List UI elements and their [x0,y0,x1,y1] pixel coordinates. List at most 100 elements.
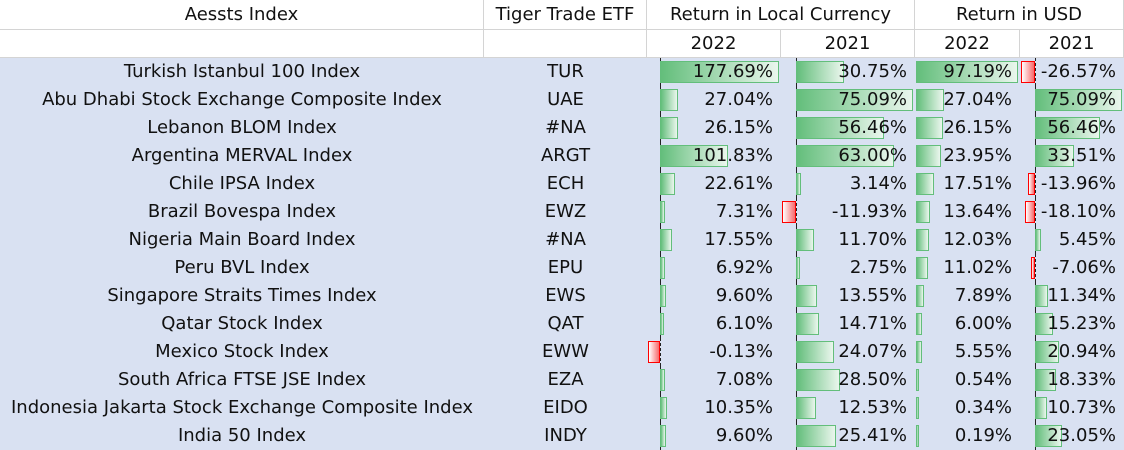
return-usd-2021-cell[interactable]: -7.06% [1020,254,1124,282]
return-local-2021-cell[interactable]: 2.75% [781,254,915,282]
return-usd-2021-cell[interactable]: 11.34% [1020,282,1124,310]
asset-index-cell[interactable]: Peru BVL Index [0,254,484,282]
return-usd-2021-cell[interactable]: 23.05% [1020,422,1124,450]
return-usd-2022-cell[interactable]: 11.02% [915,254,1020,282]
return-usd-2022-cell[interactable]: 12.03% [915,226,1020,254]
return-usd-2022-cell[interactable]: 0.19% [915,422,1020,450]
asset-index-cell[interactable]: Mexico Stock Index [0,338,484,366]
etf-ticker-cell[interactable]: #NA [484,226,647,254]
return-usd-2022-cell[interactable]: 7.89% [915,282,1020,310]
return-usd-2021-cell[interactable]: 75.09% [1020,86,1124,114]
header-asset-index[interactable]: Aessts Index [0,0,484,30]
return-usd-2021-cell[interactable]: 20.94% [1020,338,1124,366]
return-local-2022-cell[interactable]: -0.13% [647,338,781,366]
positive-data-bar [660,145,729,167]
header-blank-etf[interactable] [484,30,647,58]
header-local-2022[interactable]: 2022 [647,30,781,58]
etf-ticker-cell[interactable]: ECH [484,170,647,198]
return-usd-2022-cell[interactable]: 17.51% [915,170,1020,198]
return-usd-2022-cell[interactable]: 27.04% [915,86,1020,114]
return-usd-2021-cell[interactable]: 15.23% [1020,310,1124,338]
return-local-2022-cell[interactable]: 7.08% [647,366,781,394]
return-usd-2021-cell[interactable]: 5.45% [1020,226,1124,254]
asset-index-cell[interactable]: Abu Dhabi Stock Exchange Composite Index [0,86,484,114]
asset-index-cell[interactable]: Indonesia Jakarta Stock Exchange Composi… [0,394,484,422]
return-local-2021-cell[interactable]: 24.07% [781,338,915,366]
asset-index-cell[interactable]: South Africa FTSE JSE Index [0,366,484,394]
return-value: 6.92% [715,257,773,278]
return-local-2021-cell[interactable]: 11.70% [781,226,915,254]
return-usd-2022-cell[interactable]: 0.34% [915,394,1020,422]
return-local-2022-cell[interactable]: 26.15% [647,114,781,142]
return-local-2022-cell[interactable]: 22.61% [647,170,781,198]
asset-index-cell[interactable]: Chile IPSA Index [0,170,484,198]
asset-index-cell[interactable]: Nigeria Main Board Index [0,226,484,254]
header-return-local[interactable]: Return in Local Currency [647,0,915,30]
etf-ticker-cell[interactable]: INDY [484,422,647,450]
positive-data-bar [796,397,816,419]
asset-index-cell[interactable]: Argentina MERVAL Index [0,142,484,170]
return-usd-2022-cell[interactable]: 0.54% [915,366,1020,394]
return-local-2022-cell[interactable]: 7.31% [647,198,781,226]
return-local-2022-cell[interactable]: 6.10% [647,310,781,338]
return-usd-2022-cell[interactable]: 13.64% [915,198,1020,226]
positive-data-bar [1035,117,1101,139]
header-return-usd[interactable]: Return in USD [915,0,1124,30]
return-local-2022-cell[interactable]: 17.55% [647,226,781,254]
return-usd-2021-cell[interactable]: -26.57% [1020,58,1124,86]
return-usd-2022-cell[interactable]: 97.19% [915,58,1020,86]
return-local-2022-cell[interactable]: 9.60% [647,282,781,310]
return-local-2021-cell[interactable]: 25.41% [781,422,915,450]
asset-index-cell[interactable]: Turkish Istanbul 100 Index [0,58,484,86]
header-etf[interactable]: Tiger Trade ETF [484,0,647,30]
return-usd-2022-cell[interactable]: 26.15% [915,114,1020,142]
etf-ticker-cell[interactable]: EWZ [484,198,647,226]
return-usd-2022-cell[interactable]: 5.55% [915,338,1020,366]
etf-ticker-cell[interactable]: TUR [484,58,647,86]
return-usd-2021-cell[interactable]: -13.96% [1020,170,1124,198]
return-local-2021-cell[interactable]: -11.93% [781,198,915,226]
etf-ticker-cell[interactable]: ARGT [484,142,647,170]
return-usd-2021-cell[interactable]: -18.10% [1020,198,1124,226]
return-local-2021-cell[interactable]: 56.46% [781,114,915,142]
etf-ticker-cell[interactable]: EWS [484,282,647,310]
return-local-2021-cell[interactable]: 3.14% [781,170,915,198]
etf-ticker-cell[interactable]: EZA [484,366,647,394]
return-local-2021-cell[interactable]: 75.09% [781,86,915,114]
header-blank-asset[interactable] [0,30,484,58]
asset-index-cell[interactable]: India 50 Index [0,422,484,450]
return-local-2021-cell[interactable]: 12.53% [781,394,915,422]
positive-data-bar [916,117,944,139]
etf-ticker-cell[interactable]: #NA [484,114,647,142]
etf-ticker-cell[interactable]: EPU [484,254,647,282]
return-local-2022-cell[interactable]: 6.92% [647,254,781,282]
return-local-2021-cell[interactable]: 28.50% [781,366,915,394]
asset-index-cell[interactable]: Qatar Stock Index [0,310,484,338]
return-local-2022-cell[interactable]: 177.69% [647,58,781,86]
return-local-2022-cell[interactable]: 9.60% [647,422,781,450]
return-usd-2022-cell[interactable]: 23.95% [915,142,1020,170]
etf-ticker-cell[interactable]: EIDO [484,394,647,422]
return-local-2021-cell[interactable]: 30.75% [781,58,915,86]
return-local-2021-cell[interactable]: 13.55% [781,282,915,310]
etf-ticker-cell[interactable]: UAE [484,86,647,114]
return-local-2022-cell[interactable]: 27.04% [647,86,781,114]
return-local-2022-cell[interactable]: 101.83% [647,142,781,170]
asset-index-cell[interactable]: Singapore Straits Times Index [0,282,484,310]
header-usd-2022[interactable]: 2022 [915,30,1020,58]
return-usd-2021-cell[interactable]: 33.51% [1020,142,1124,170]
return-local-2022-cell[interactable]: 10.35% [647,394,781,422]
asset-index-cell[interactable]: Brazil Bovespa Index [0,198,484,226]
return-value: 75.09% [838,89,907,110]
return-local-2021-cell[interactable]: 63.00% [781,142,915,170]
asset-index-cell[interactable]: Lebanon BLOM Index [0,114,484,142]
header-local-2021[interactable]: 2021 [781,30,915,58]
return-usd-2022-cell[interactable]: 6.00% [915,310,1020,338]
header-usd-2021[interactable]: 2021 [1020,30,1124,58]
return-usd-2021-cell[interactable]: 18.33% [1020,366,1124,394]
return-local-2021-cell[interactable]: 14.71% [781,310,915,338]
etf-ticker-cell[interactable]: QAT [484,310,647,338]
return-usd-2021-cell[interactable]: 56.46% [1020,114,1124,142]
return-usd-2021-cell[interactable]: 10.73% [1020,394,1124,422]
etf-ticker-cell[interactable]: EWW [484,338,647,366]
